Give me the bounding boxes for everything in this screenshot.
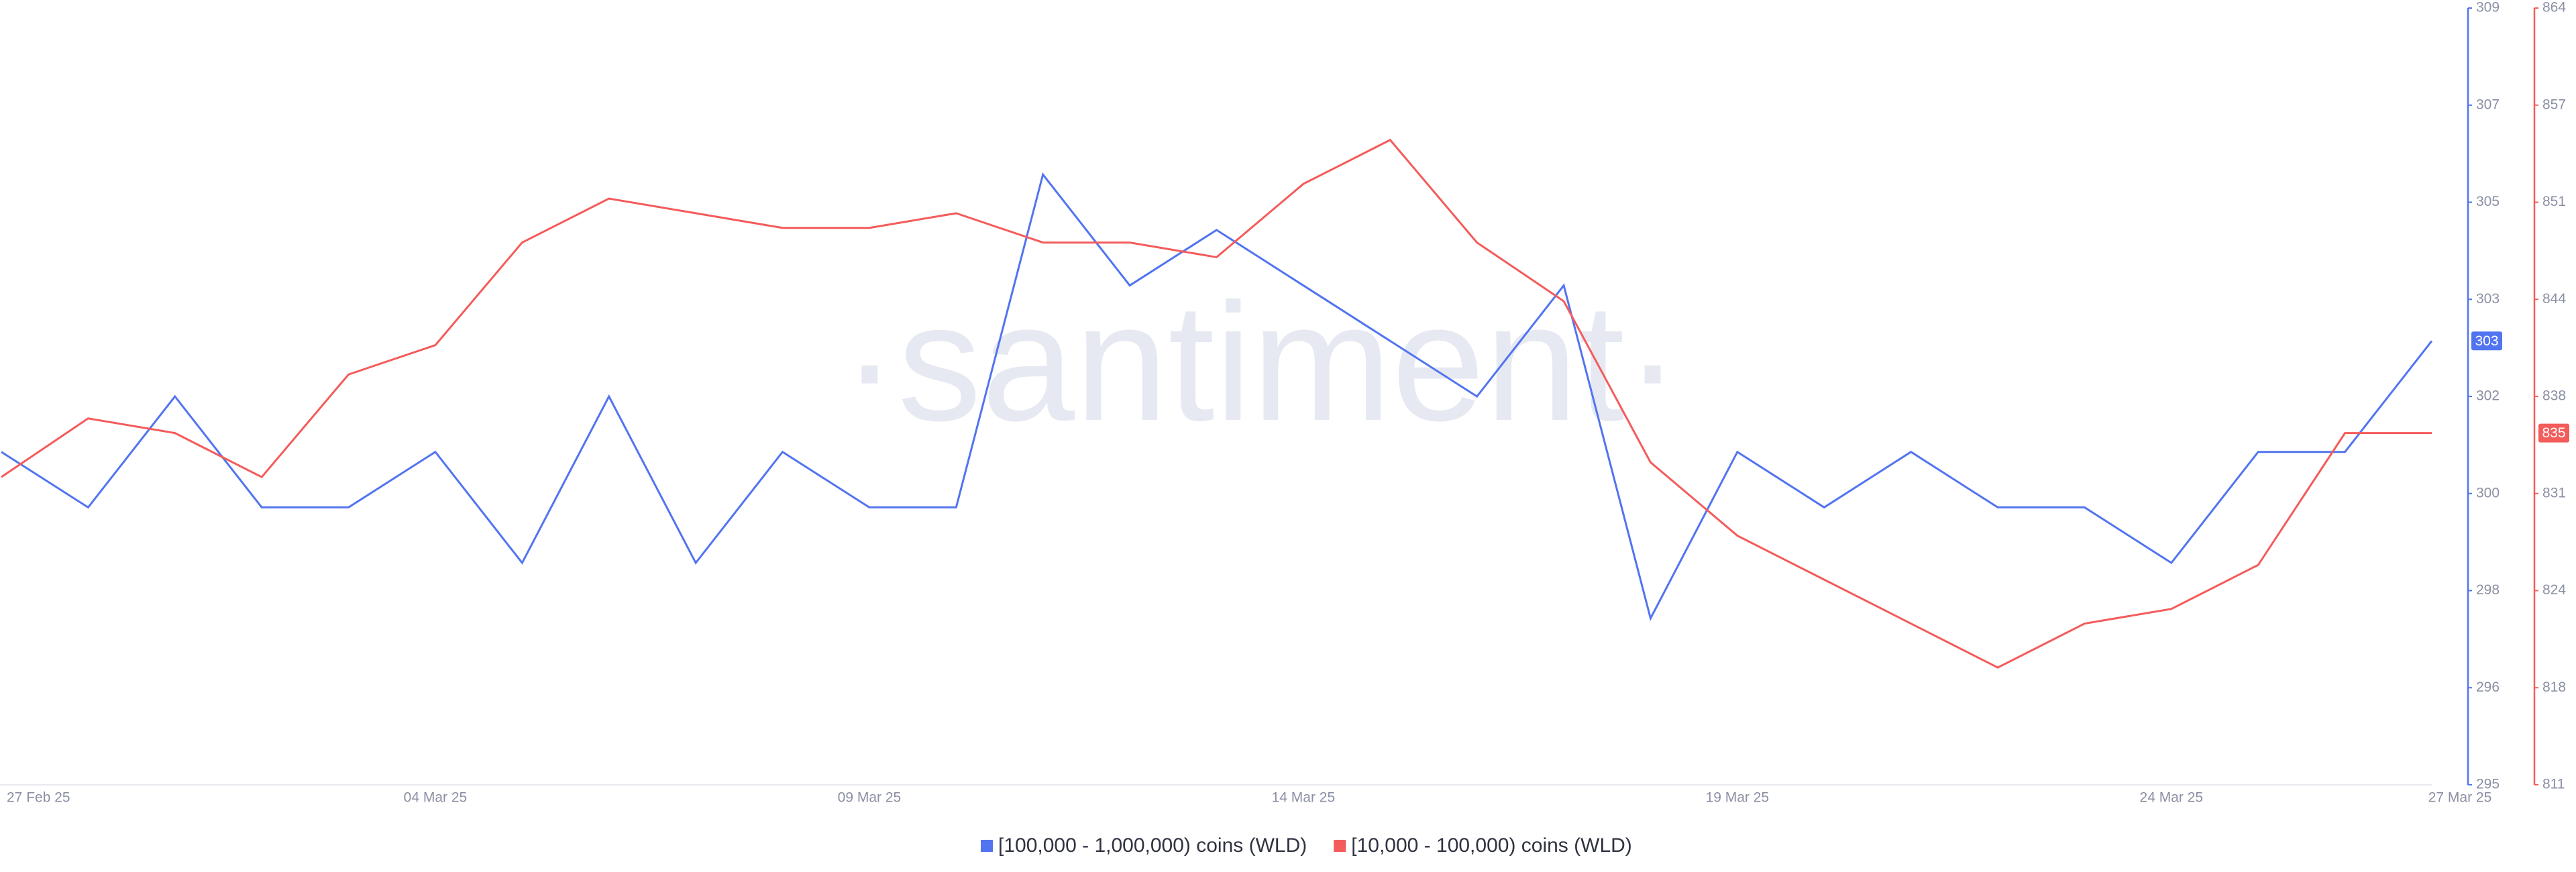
y-tick-label: 305 xyxy=(2476,194,2500,209)
y-tick-label: 300 xyxy=(2476,485,2500,500)
y-tick-label: 302 xyxy=(2476,388,2500,404)
legend: [100,000 - 1,000,000) coins (WLD) [10,000… xyxy=(981,834,1632,857)
y-tick-label: 296 xyxy=(2476,679,2500,695)
legend-swatch xyxy=(1334,840,1346,852)
y-tick-label: 818 xyxy=(2542,679,2566,695)
value-badge-label: 835 xyxy=(2542,425,2565,441)
x-tick-label: 27 Mar 25 xyxy=(2428,790,2492,806)
y-tick-label: 844 xyxy=(2542,291,2566,307)
x-tick-label: 24 Mar 25 xyxy=(2140,790,2204,806)
x-tick-label: 27 Feb 25 xyxy=(7,790,70,806)
x-tick-label: 04 Mar 25 xyxy=(404,790,468,806)
value-badge xyxy=(2471,331,2502,351)
y-tick-label: 307 xyxy=(2476,97,2500,112)
y-tick-label: 295 xyxy=(2476,777,2500,792)
value-badge xyxy=(2538,423,2569,443)
y-tick-label: 303 xyxy=(2476,291,2500,307)
y-tick-label: 831 xyxy=(2542,485,2566,500)
x-tick-label: 09 Mar 25 xyxy=(838,790,902,806)
legend-label: [100,000 - 1,000,000) coins (WLD) xyxy=(998,834,1307,857)
y-tick-label: 851 xyxy=(2542,194,2566,209)
y-tick-label: 811 xyxy=(2542,777,2565,792)
legend-swatch xyxy=(981,840,993,852)
y-tick-label: 298 xyxy=(2476,582,2500,598)
legend-label: [10,000 - 100,000) coins (WLD) xyxy=(1351,834,1632,857)
series-line xyxy=(1,172,2433,622)
series-line xyxy=(1,138,2432,669)
y-tick-label: 864 xyxy=(2542,0,2566,15)
y-tick-label: 838 xyxy=(2542,388,2566,404)
y-tick-label: 309 xyxy=(2476,0,2500,15)
x-tick-label: 19 Mar 25 xyxy=(1706,790,1770,806)
watermark: ·santiment· xyxy=(842,268,1680,455)
value-badge-label: 303 xyxy=(2475,333,2498,349)
y-tick-label: 824 xyxy=(2542,582,2566,598)
y-tick-label: 857 xyxy=(2542,97,2566,112)
x-tick-label: 14 Mar 25 xyxy=(1272,790,1336,806)
